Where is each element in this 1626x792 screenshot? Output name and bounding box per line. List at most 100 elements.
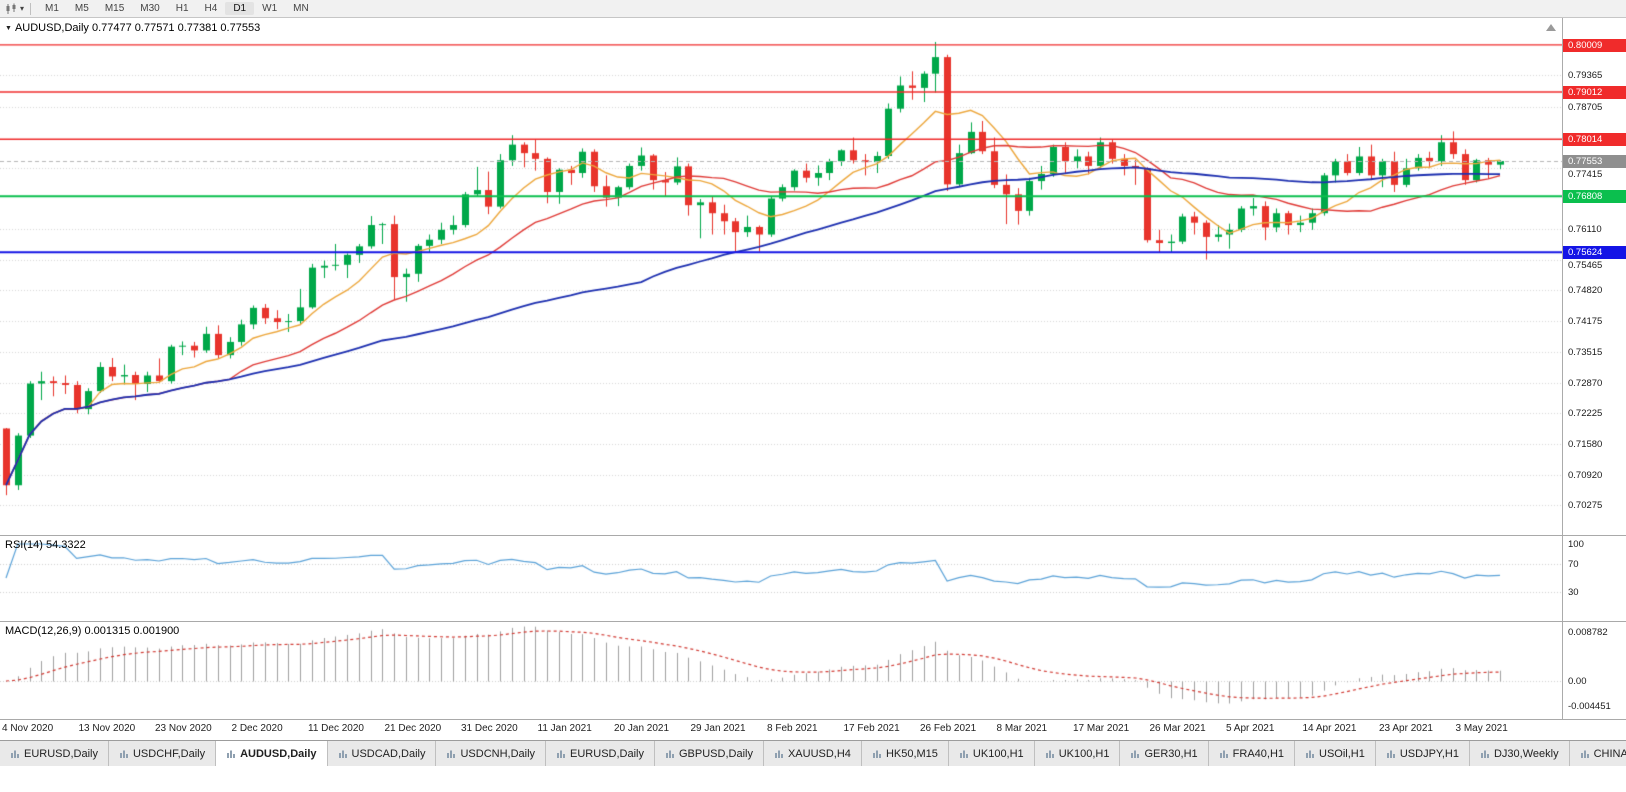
tab-label: UK100,H1: [1058, 747, 1110, 760]
rsi-value: 54.3322: [45, 539, 86, 551]
time-scale[interactable]: 4 Nov 2020 13 Nov 2020 23 Nov 2020 2 Dec 20…: [0, 720, 1562, 738]
chart-tab-dj30-weekly[interactable]: DJ30,Weekly: [1469, 741, 1570, 766]
rsi-panel-canvas[interactable]: [0, 536, 1562, 622]
timeframe-button-m5[interactable]: M5: [74, 3, 89, 14]
timeframe-button-m30[interactable]: M30: [140, 3, 160, 14]
chart-tab-xauusd-h4[interactable]: XAUUSD,H4: [763, 741, 862, 766]
tab-label: AUDUSD,Daily: [240, 747, 317, 760]
tab-label: FRA40,H1: [1232, 747, 1285, 760]
mini-chart-icon: [1219, 750, 1228, 758]
timeframe-button-h1[interactable]: H1: [175, 3, 189, 14]
chart-tab-audusd-daily[interactable]: AUDUSD,Daily: [216, 741, 328, 766]
rsi-scale-label: 30: [1568, 587, 1579, 598]
date-label: 5 Apr 2021: [1226, 723, 1275, 734]
price-scale-label: 0.78705: [1568, 102, 1603, 113]
macd-scale-label: -0.004451: [1568, 701, 1611, 712]
macd-scale-label: 0.00: [1568, 676, 1587, 687]
chart-tab-eurusd-daily[interactable]: EURUSD,Daily: [0, 741, 109, 766]
chart-tab-usdcnh-daily[interactable]: USDCNH,Daily: [436, 741, 547, 766]
date-label: 17 Mar 2021: [1073, 723, 1130, 734]
mini-chart-icon: [1580, 750, 1589, 758]
tab-label: USDCAD,Daily: [351, 747, 426, 760]
price-scale-label: 0.75465: [1568, 260, 1603, 271]
panel-splitter-macd[interactable]: [0, 621, 1626, 622]
price-scale[interactable]: 0.80009 0.79012 0.78014 0.76808 0.75624 0.775…: [1562, 18, 1626, 720]
chart-tab-eurusd-daily[interactable]: EURUSD,Daily: [546, 741, 655, 766]
chart-tab-uk100-h1[interactable]: UK100,H1: [948, 741, 1035, 766]
chart-tab-usdchf-daily[interactable]: USDCHF,Daily: [108, 741, 217, 766]
date-label: 20 Jan 2021: [614, 723, 670, 734]
timeframe-toolbar: M1 M5 M15 M30 H1 H4 D1 W1 MN: [37, 2, 317, 15]
price-scale-label: 0.77415: [1568, 169, 1603, 180]
price-scale-label: 0.74820: [1568, 285, 1603, 296]
status-bar: [0, 766, 1626, 792]
panel-splitter-rsi[interactable]: [0, 535, 1626, 536]
chart-tab-gbpusd-daily[interactable]: GBPUSD,Daily: [655, 741, 764, 766]
date-label: 21 Dec 2020: [384, 723, 442, 734]
chart-tabs-bar: EURUSD,Daily USDCHF,Daily AUDUSD,Daily USDC…: [0, 740, 1626, 766]
price-scale-label: 0.70920: [1568, 470, 1603, 481]
timeframe-button-w1[interactable]: W1: [262, 3, 278, 14]
top-toolbar: ▾ M1 M5 M15 M30 H1 H4 D1 W1 MN: [0, 0, 1626, 18]
time-scale-separator: [0, 719, 1626, 720]
date-label: 13 Nov 2020: [78, 723, 136, 734]
price-level-badge: 0.75624: [1563, 246, 1626, 259]
tab-label: EURUSD,Daily: [24, 747, 98, 760]
macd-values: 0.001315 0.001900: [84, 625, 180, 637]
timeframe-button-mn[interactable]: MN: [293, 3, 309, 14]
chart-tab-usdcad-daily[interactable]: USDCAD,Daily: [327, 741, 437, 766]
tab-label: EURUSD,Daily: [570, 747, 644, 760]
mini-chart-icon: [119, 750, 128, 758]
chart-tab-usdjpy-h1[interactable]: USDJPY,H1: [1375, 741, 1470, 766]
timeframe-button-m15[interactable]: M15: [104, 3, 125, 14]
chart-tab-china300-h1[interactable]: CHINA300,H1: [1569, 741, 1626, 766]
date-label: 14 Apr 2021: [1302, 723, 1357, 734]
mini-chart-icon: [774, 750, 783, 758]
date-label: 2 Dec 2020: [231, 723, 283, 734]
date-label: 31 Dec 2020: [461, 723, 518, 734]
tab-label: GBPUSD,Daily: [679, 747, 753, 760]
rsi-name: RSI(14): [5, 539, 43, 551]
date-label: 23 Apr 2021: [1379, 723, 1433, 734]
chart-marker-icon: ▼: [5, 25, 12, 32]
chevron-down-icon[interactable]: ▾: [20, 4, 25, 13]
date-label: 23 Nov 2020: [155, 723, 212, 734]
tab-label: GER30,H1: [1144, 747, 1198, 760]
tab-label: USDCHF,Daily: [132, 747, 206, 760]
date-label: 29 Jan 2021: [690, 723, 746, 734]
chart-tab-usoil-h1[interactable]: USOil,H1: [1295, 741, 1376, 766]
mini-chart-icon: [872, 750, 881, 758]
tab-label: HK50,M15: [885, 747, 938, 760]
date-label: 26 Mar 2021: [1149, 723, 1206, 734]
tab-label: DJ30,Weekly: [1493, 747, 1559, 760]
price-level-badge: 0.80009: [1563, 39, 1626, 52]
chart-type-icon[interactable]: [0, 3, 20, 15]
price-scale-label: 0.70275: [1568, 500, 1603, 511]
price-chart-canvas[interactable]: [0, 18, 1562, 536]
macd-panel-canvas[interactable]: [0, 622, 1562, 720]
candlestick-glyph: [6, 3, 16, 14]
chart-tab-ger30-h1[interactable]: GER30,H1: [1120, 741, 1209, 766]
price-scale-label: 0.79365: [1568, 70, 1603, 81]
tab-label: XAUUSD,H4: [787, 747, 851, 760]
mini-chart-icon: [1306, 750, 1315, 758]
date-label: 26 Feb 2021: [920, 723, 977, 734]
timeframe-button-h4[interactable]: H4: [204, 3, 218, 14]
price-level-badge: 0.76808: [1563, 190, 1626, 203]
chart-autoscroll-icon[interactable]: [1546, 24, 1556, 31]
timeframe-button-d1[interactable]: D1: [225, 2, 255, 15]
timeframe-button-m1[interactable]: M1: [45, 3, 59, 14]
chart-tab-uk100-h1[interactable]: UK100,H1: [1034, 741, 1121, 766]
mini-chart-icon: [11, 750, 19, 758]
tab-label: UK100,H1: [972, 747, 1024, 760]
rsi-scale-label: 70: [1568, 559, 1579, 570]
date-label: 4 Nov 2020: [2, 723, 54, 734]
price-scale-label: 0.74175: [1568, 316, 1603, 327]
price-scale-label: 0.76110: [1568, 224, 1602, 235]
tab-label: USDJPY,H1: [1399, 747, 1459, 760]
chart-tab-fra40-h1[interactable]: FRA40,H1: [1208, 741, 1296, 766]
macd-name: MACD(12,26,9): [5, 625, 82, 637]
price-level-badge: 0.77553: [1563, 155, 1626, 168]
chart-title: ▼ AUDUSD,Daily 0.77477 0.77571 0.77381 0.…: [5, 22, 260, 34]
chart-tab-hk50-m15[interactable]: HK50,M15: [861, 741, 949, 766]
